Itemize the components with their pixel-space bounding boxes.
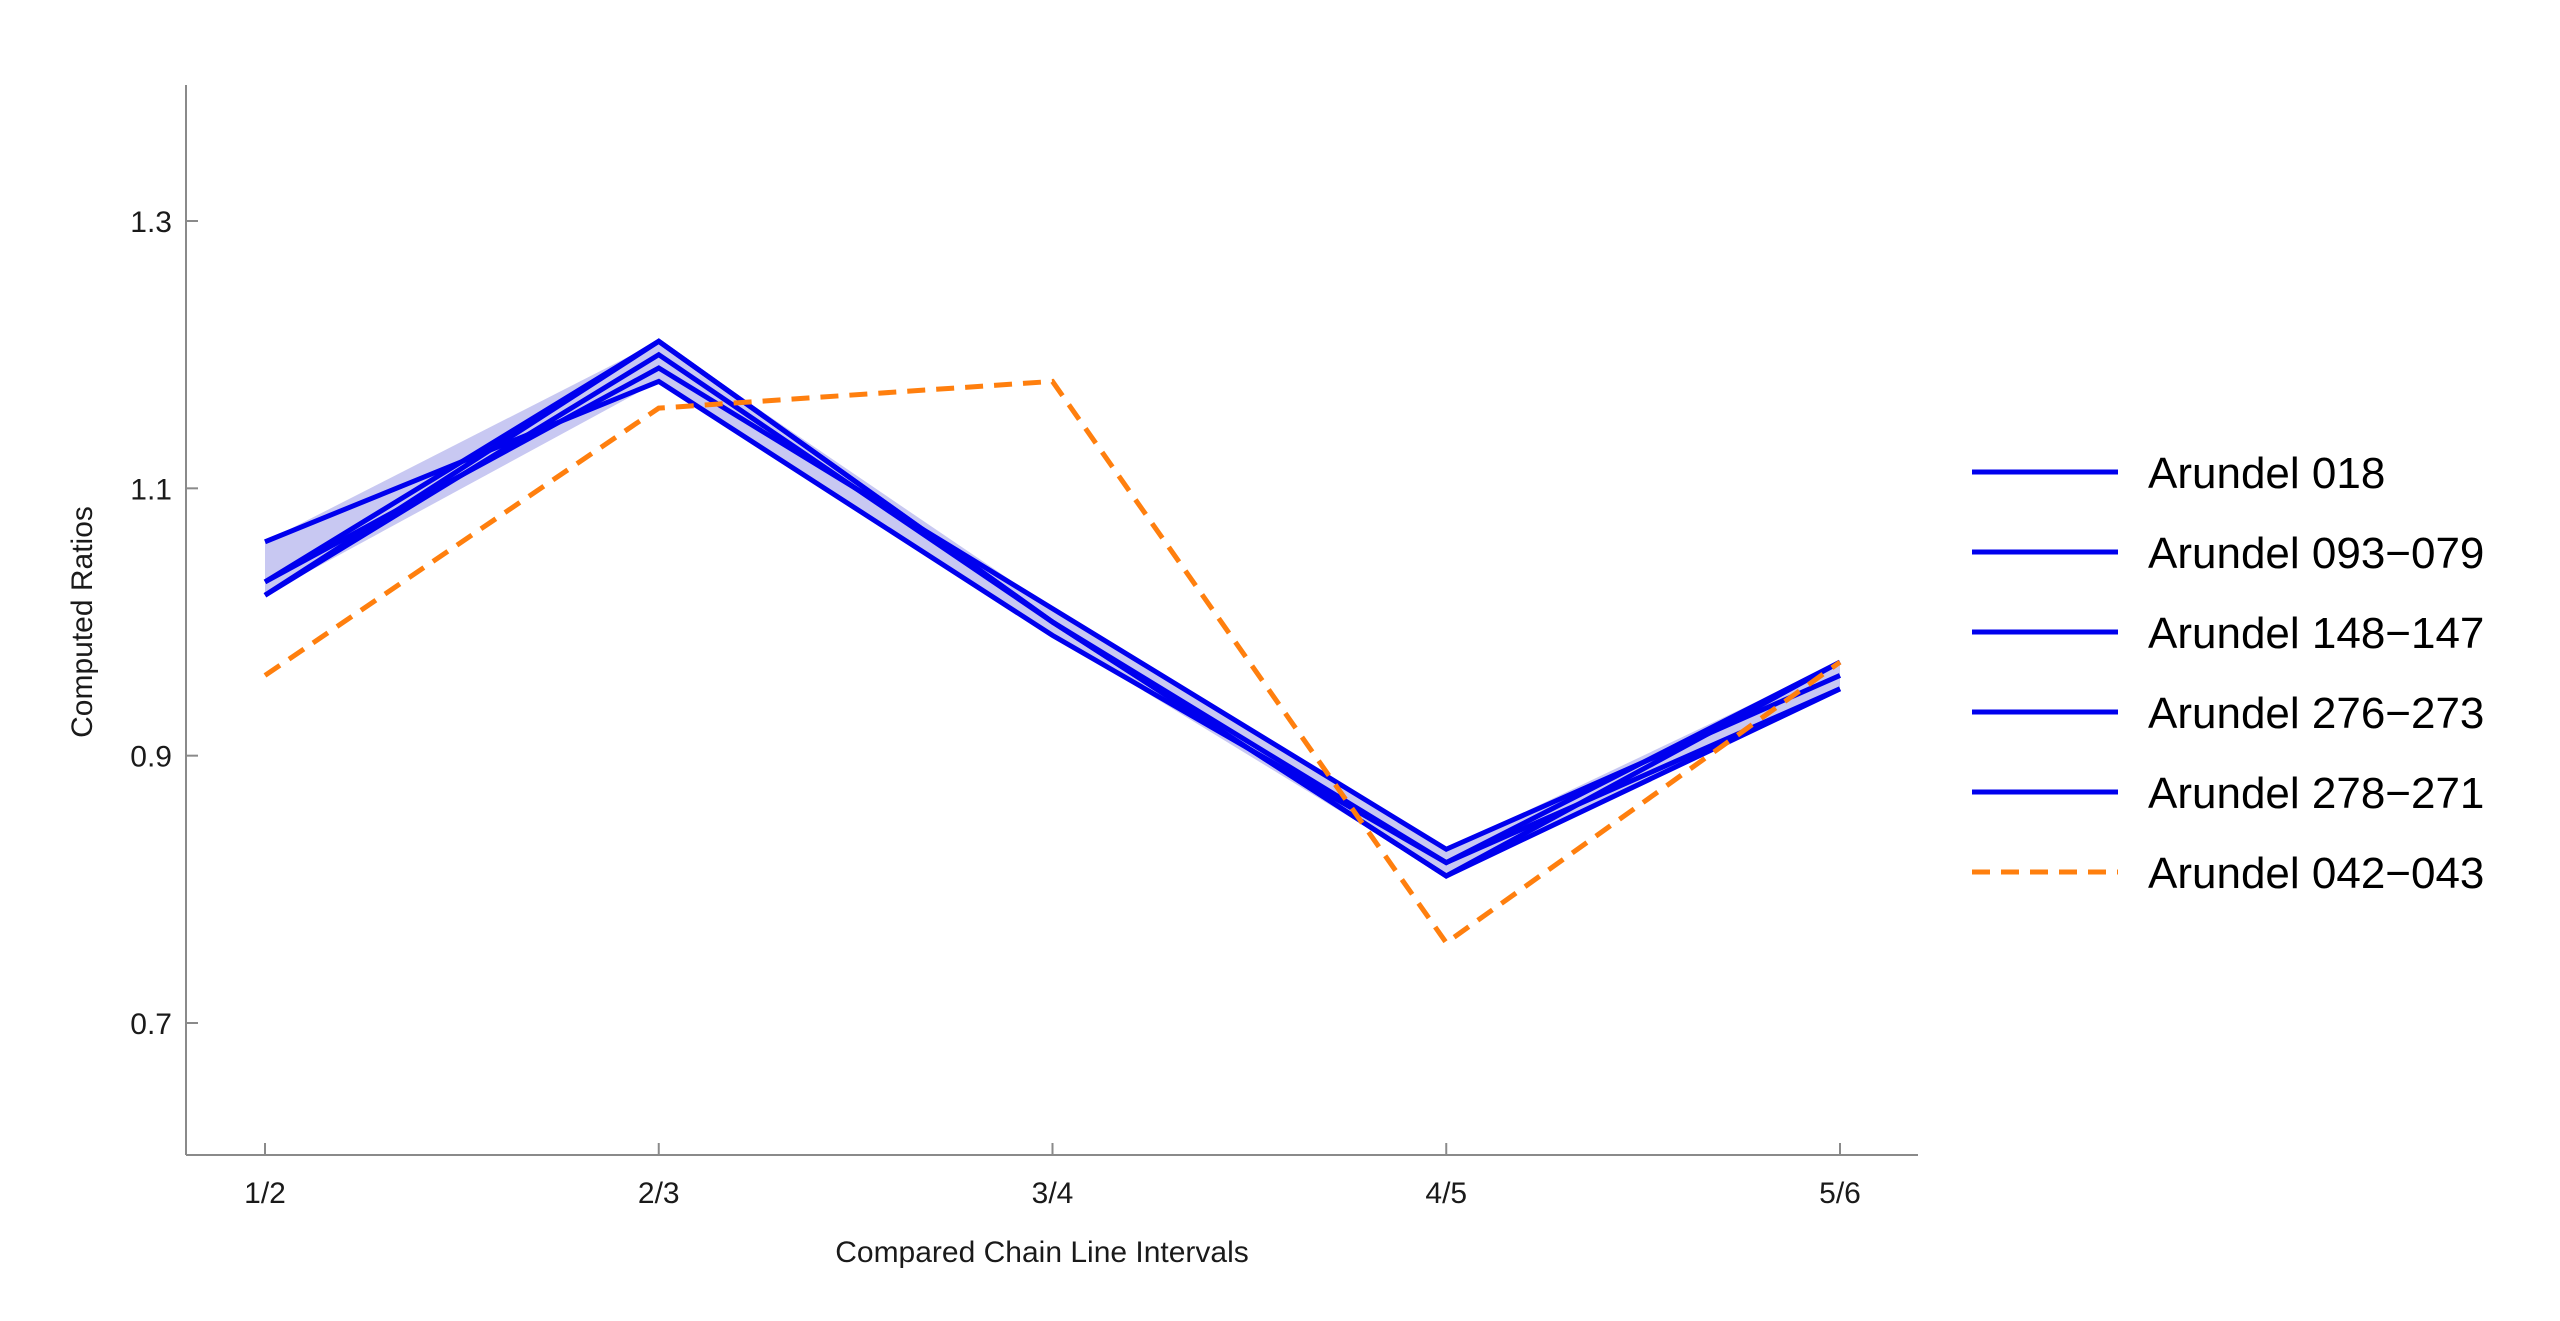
y-tick-label: 0.9 [130,741,172,774]
plot-area [263,338,1842,947]
series-line-4 [263,338,1842,866]
x-tick-label: 1/2 [244,1177,286,1210]
x-ticks: 1/2 2/3 3/4 4/5 5/6 [244,1143,1861,1210]
y-tick-label: 1.1 [130,473,172,506]
y-ticks: 0.7 0.9 1.1 1.3 [130,206,198,1041]
legend-label: Arundel 093−079 [2148,529,2484,578]
series-line-5 [263,378,1842,947]
legend-label: Arundel 148−147 [2148,609,2484,658]
legend: Arundel 018 Arundel 093−079 Arundel 148−14… [1972,449,2484,898]
legend-label: Arundel 018 [2148,449,2385,498]
legend-label: Arundel 042−043 [2148,849,2484,898]
x-tick-label: 5/6 [1819,1177,1861,1210]
x-tick-label: 2/3 [638,1177,680,1210]
y-tick-label: 0.7 [130,1008,172,1041]
y-tick-label: 1.3 [130,206,172,239]
x-tick-label: 4/5 [1425,1177,1467,1210]
x-axis-label: Compared Chain Line Intervals [835,1236,1249,1269]
x-tick-label: 3/4 [1032,1177,1074,1210]
legend-label: Arundel 278−271 [2148,769,2484,818]
legend-label: Arundel 276−273 [2148,689,2484,738]
y-axis-label: Computed Ratios [66,506,99,738]
series-line-2 [263,365,1842,853]
